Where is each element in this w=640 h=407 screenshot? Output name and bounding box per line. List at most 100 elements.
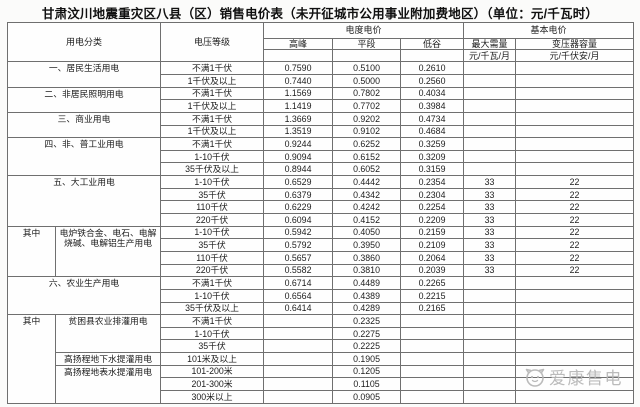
cell-valley: 0.2165 [400,301,465,316]
table-row: 35千伏及以上 0.8944 0.6052 0.3159 [8,162,635,177]
cell-peak: 0.6094 [263,213,334,227]
cell-demand [463,339,517,354]
header-max-demand-unit: 元/千瓦/月 [463,49,517,63]
cell-valley: 0.4684 [400,124,465,139]
cell-flat: 0.2325 [332,314,402,328]
cell-valley: 0.2159 [400,225,465,240]
cell-capacity [515,73,635,88]
empty-cell [263,49,334,63]
table-row: 220千伏 0.5582 0.3810 0.2039 33 22 [8,263,635,278]
cell-capacity [515,111,635,126]
cell-peak: 0.6529 [263,175,334,189]
header-valley: 低谷 [400,37,465,51]
cell-demand [463,149,517,164]
table-row: 35千伏 0.6379 0.4342 0.2304 33 22 [8,187,635,202]
cell-valley: 0.4034 [400,86,465,101]
cell-voltage: 110千伏 [160,250,265,265]
cell-valley: 0.2354 [400,175,465,189]
header-energy-price: 电度电价 [263,22,465,39]
cell-demand: 33 [463,238,517,252]
cell-valley: 0.2064 [400,250,465,265]
cell-capacity [515,137,635,151]
page-title: 甘肃汶川地震重灾区八县（区）销售电价表（未开征城市公用事业附加费地区）（单位：元… [41,7,599,21]
cell-capacity [515,61,635,75]
cell-capacity [515,314,635,328]
cell-peak [263,364,334,379]
table-row: 其中 贫困县农业排灌用电 不满1千伏 0.2325 [7,314,635,404]
header-usage-category: 用电分类 [6,21,162,63]
cell-voltage: 110千伏 [160,200,265,215]
empty-cell [332,49,402,63]
cell-valley: 0.2304 [400,187,465,202]
cell-peak: 1.1419 [263,99,334,113]
subsection-desc-label: 高扬程地表水提灌用电 [54,364,162,405]
cell-flat: 0.4242 [332,200,402,215]
cell-voltage: 220千伏 [160,213,265,227]
cell-capacity [515,99,635,113]
cell-demand [463,352,517,366]
header-transformer-capacity: 变压器容量 [515,37,635,51]
cell-voltage: 1千伏及以上 [160,73,265,88]
cell-valley [400,339,465,354]
cell-demand: 33 [463,200,517,215]
subsection-desc-label: 高扬程地下水提灌用电 [54,352,162,366]
section-label: 一、居民生活用电 [6,61,162,88]
cell-voltage: 201-300米 [160,377,265,391]
cell-flat: 0.2225 [332,339,402,354]
table-row: 高扬程地下水提灌用电 101米及以上 0.1905 [8,352,635,366]
cell-flat: 0.6052 [332,162,402,177]
table-row: 四、非、普工业用电 不满1千伏 0.9244 0.6252 0.3259 [6,137,635,177]
cell-capacity [515,364,635,379]
cell-voltage: 不满1千伏 [160,314,265,328]
cell-valley: 0.2215 [400,288,465,303]
cell-capacity [515,326,635,341]
cell-peak: 0.8944 [263,162,334,177]
cell-flat: 0.4050 [332,225,402,240]
cell-peak: 0.5657 [263,250,334,265]
cell-flat: 0.3860 [332,250,402,265]
cell-voltage: 1-10千伏 [160,149,265,164]
cell-voltage: 1-10千伏 [160,326,265,341]
cell-capacity [515,124,635,139]
cell-flat: 0.7702 [332,99,402,113]
cell-valley: 0.2610 [400,61,465,75]
cell-flat: 0.9202 [332,111,402,126]
cell-peak [263,314,334,328]
cell-peak: 1.3669 [263,111,334,126]
cell-peak: 0.9244 [263,137,334,151]
cell-capacity: 22 [515,200,635,215]
cell-flat: 0.4152 [332,213,402,227]
cell-flat: 0.3810 [332,263,402,278]
cell-flat: 0.3950 [332,238,402,252]
cell-valley [400,390,465,404]
cell-demand [463,326,517,341]
cell-flat: 0.4442 [332,175,402,189]
cell-peak: 0.6414 [263,301,334,316]
table-row: 1千伏及以上 1.3519 0.9102 0.4684 [8,124,635,139]
cell-capacity [515,339,635,354]
cell-demand [463,377,517,391]
table-header: 用电分类 电压等级 电度电价 基本电价 高峰 平段 低谷 最大需量 变压器容量 … [6,21,635,63]
cell-voltage: 不满1千伏 [160,86,265,101]
cell-capacity: 22 [515,175,635,189]
cell-flat: 0.6252 [332,137,402,151]
cell-valley: 0.2265 [400,276,465,290]
cell-capacity: 22 [515,250,635,265]
cell-flat: 0.5000 [332,73,402,88]
cell-valley [400,364,465,379]
cell-demand: 33 [463,175,517,189]
cell-capacity [515,149,635,164]
cell-peak [263,326,334,341]
cell-peak: 0.6379 [263,187,334,202]
cell-voltage: 35千伏及以上 [160,301,265,316]
table-row: 五、大工业用电 1-10千伏 0.6529 0.4442 0.2354 33 2… [6,175,635,227]
cell-valley: 0.4734 [400,111,465,126]
cell-demand [463,314,517,328]
header-row: 用电分类 电压等级 电度电价 基本电价 [6,21,635,63]
cell-capacity [515,301,635,316]
cell-peak: 0.5792 [263,238,334,252]
cell-valley [400,326,465,341]
cell-peak: 0.7590 [263,61,334,75]
cell-flat: 0.2275 [332,326,402,341]
